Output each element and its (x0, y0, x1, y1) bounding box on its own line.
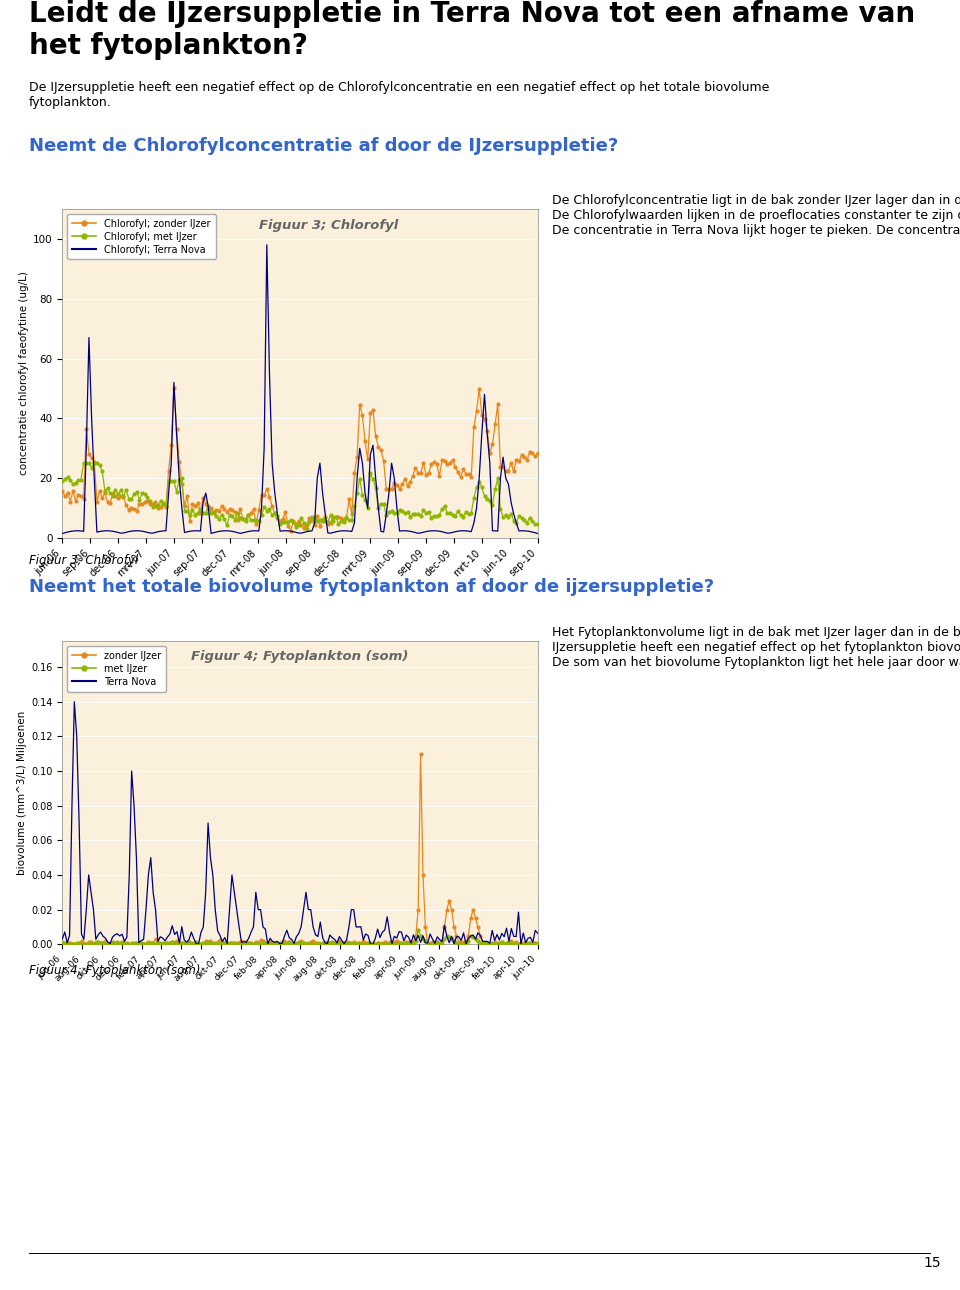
Text: Figuur 3; Chlorofyl: Figuur 3; Chlorofyl (259, 219, 398, 232)
Text: De IJzersuppletie heeft een negatief effect op de Chlorofylconcentratie en een n: De IJzersuppletie heeft een negatief eff… (29, 81, 769, 110)
Text: Figuur 4; Fytoplankton (som): Figuur 4; Fytoplankton (som) (191, 650, 409, 663)
Text: Figuur 4; Fytoplankton (som): Figuur 4; Fytoplankton (som) (29, 964, 201, 978)
Legend: zonder IJzer, met IJzer, Terra Nova: zonder IJzer, met IJzer, Terra Nova (67, 646, 166, 691)
Text: Het Fytoplanktonvolume ligt in de bak met IJzer lager dan in de bak zonder IJzer: Het Fytoplanktonvolume ligt in de bak me… (552, 626, 960, 668)
Text: Neemt de Chlorofylconcentratie af door de IJzersuppletie?: Neemt de Chlorofylconcentratie af door d… (29, 137, 618, 155)
Text: Neemt het totale biovolume fytoplankton af door de ijzersuppletie?: Neemt het totale biovolume fytoplankton … (29, 578, 714, 596)
Text: De Chlorofylconcentratie ligt in de bak zonder IJzer lager dan in de bak met IJz: De Chlorofylconcentratie ligt in de bak … (552, 194, 960, 236)
Y-axis label: concentratie chlorofyl faeofytine (ug/L): concentratie chlorofyl faeofytine (ug/L) (19, 271, 29, 476)
Y-axis label: biovolume (mm^3/L) Miljoenen: biovolume (mm^3/L) Miljoenen (17, 711, 27, 875)
Text: Leidt de IJzersuppletie in Terra Nova tot een afname van
het fytoplankton?: Leidt de IJzersuppletie in Terra Nova to… (29, 0, 915, 61)
Text: 15: 15 (924, 1256, 941, 1269)
Text: Figuur 3; Chlorofyl: Figuur 3; Chlorofyl (29, 553, 138, 568)
Legend: Chlorofyl; zonder IJzer, Chlorofyl; met IJzer, Chlorofyl; Terra Nova: Chlorofyl; zonder IJzer, Chlorofyl; met … (67, 214, 216, 259)
